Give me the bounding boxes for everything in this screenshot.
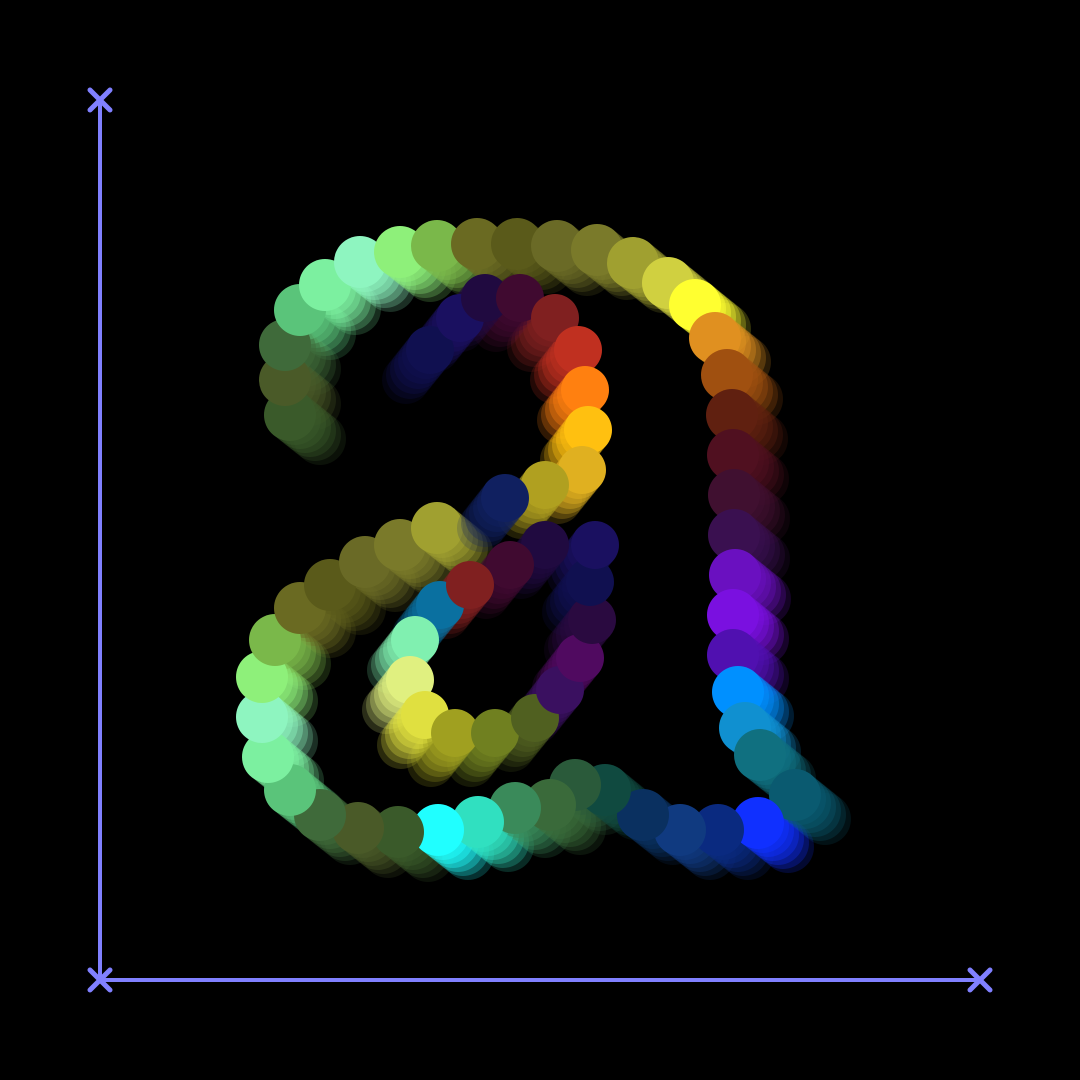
- glyph-circle: [372, 806, 424, 858]
- glyph-circle: [556, 634, 604, 682]
- glyph-circle: [564, 406, 612, 454]
- glyph-circle: [707, 429, 759, 481]
- glyph-circle: [496, 274, 544, 322]
- glyph-circle: [554, 326, 602, 374]
- glyph-circle: [707, 589, 759, 641]
- glyph-circle: [708, 509, 760, 561]
- right-marker-icon: [967, 967, 993, 993]
- glyph-circle: [411, 220, 463, 272]
- glyph-circle: [334, 236, 386, 288]
- glyph-circle: [242, 731, 294, 783]
- glyph-circle: [558, 446, 606, 494]
- top-marker-icon: [87, 87, 113, 113]
- glyph-circle: [446, 561, 494, 609]
- glyph-circle: [411, 502, 463, 554]
- glyph-circle: [531, 220, 583, 272]
- axes: [87, 87, 993, 993]
- glyph-circle: [491, 218, 543, 270]
- glyph-circle: [571, 521, 619, 569]
- glyph-circle: [709, 549, 761, 601]
- glyph-circle: [692, 804, 744, 856]
- glyph-circle: [769, 769, 821, 821]
- glyph-circle: [568, 596, 616, 644]
- origin-marker-icon: [87, 967, 113, 993]
- glyph-circle: [708, 469, 760, 521]
- glyph-circle: [412, 804, 464, 856]
- glyph-circle: [452, 796, 504, 848]
- glyph-circle: [236, 691, 288, 743]
- glyph-circle: [486, 541, 534, 589]
- glyph-circle: [451, 218, 503, 270]
- glyph-circle: [706, 389, 758, 441]
- glyph-circle: [521, 461, 569, 509]
- glyph-circle: [391, 616, 439, 664]
- glyph-circle: [431, 709, 479, 757]
- glyph-circle: [471, 709, 519, 757]
- glyph-circle: [732, 797, 784, 849]
- glyph-circle: [481, 474, 529, 522]
- glyph-circle: [521, 521, 569, 569]
- glyph-a-circles: [236, 218, 851, 882]
- glyph-circle: [566, 558, 614, 606]
- glyph-circle: [561, 366, 609, 414]
- glyph-circle: [734, 729, 786, 781]
- glyph-circle: [406, 326, 454, 374]
- glyph-circle: [617, 789, 669, 841]
- glyph-circle: [701, 349, 753, 401]
- glyph-circle: [461, 274, 509, 322]
